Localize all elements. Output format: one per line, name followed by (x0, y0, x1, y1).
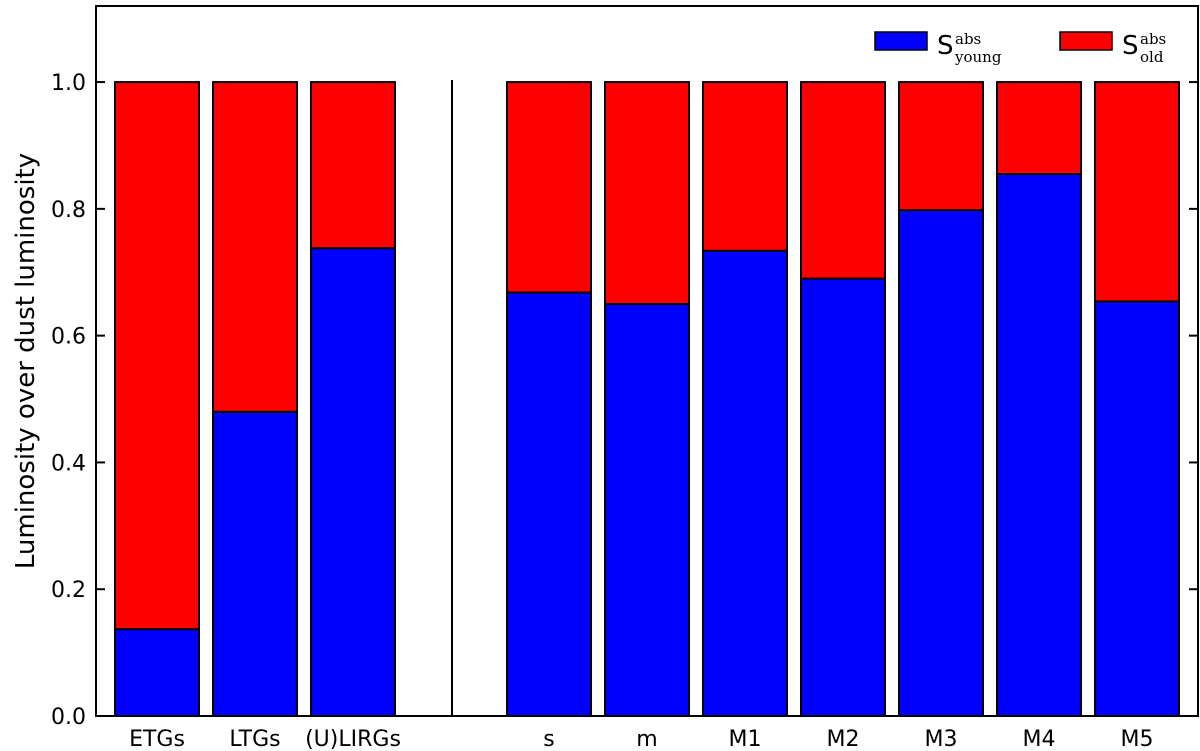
bar-young-etgs (114, 628, 200, 718)
x-tick-label: m (636, 727, 657, 751)
legend-symbol: S (937, 31, 954, 61)
bar-old-m2 (800, 81, 886, 280)
x-axis-tick-labels: ETGs LTGs (U)LIRGs s m M1 M2 M3 M4 M5 (129, 727, 1153, 751)
bars-layer (114, 81, 1180, 718)
y-tick-label: 0.8 (51, 198, 86, 223)
legend: Sabs young Sabs old (874, 30, 1166, 66)
x-tick-label: M3 (925, 727, 958, 751)
bar-young-m4 (996, 172, 1082, 717)
bar-old-m1 (702, 81, 788, 252)
plot-frame (95, 5, 1199, 717)
bar-young-m3 (898, 209, 984, 717)
legend-swatch-old (1059, 31, 1113, 51)
y-tick-label: 0.0 (51, 705, 86, 730)
bar-old-ltgs (212, 81, 298, 413)
bar-old-ulirgs (310, 81, 396, 250)
bar-young-m (604, 302, 690, 717)
x-tick-label: M2 (827, 727, 860, 751)
legend-subscript: old (1140, 48, 1164, 66)
bar-old-m (604, 81, 690, 305)
legend-symbol: S (1122, 31, 1139, 61)
bar-young-m5 (1094, 300, 1180, 717)
x-tick-label: ETGs (129, 727, 185, 751)
legend-label-young: Sabs young (937, 30, 1002, 66)
bar-young-ulirgs (310, 247, 396, 718)
bar-young-m2 (800, 277, 886, 717)
x-tick-label: M1 (729, 727, 762, 751)
bar-young-m1 (702, 249, 788, 717)
bar-old-m5 (1094, 81, 1180, 303)
legend-swatch-young (874, 31, 928, 51)
y-axis-ticks: 0.0 0.2 0.4 0.6 0.8 1.0 (51, 71, 1198, 730)
x-tick-label: LTGs (229, 727, 280, 751)
legend-subscript: young (954, 48, 1002, 66)
bar-old-m3 (898, 81, 984, 212)
bar-old-m4 (996, 81, 1082, 175)
bar-young-s (506, 291, 592, 717)
x-tick-label: M5 (1121, 727, 1154, 751)
x-tick-label: s (543, 727, 554, 751)
bar-old-etgs (114, 81, 200, 631)
y-tick-label: 0.2 (51, 578, 86, 603)
bar-old-s (506, 81, 592, 294)
bar-young-ltgs (212, 410, 298, 717)
legend-superscript: abs (955, 30, 981, 48)
y-tick-label: 1.0 (51, 71, 86, 96)
x-tick-label: M4 (1023, 727, 1056, 751)
legend-label-old: Sabs old (1122, 30, 1166, 66)
y-axis-label: Luminosity over dust luminosity (11, 153, 41, 569)
x-tick-label: (U)LIRGs (305, 727, 401, 751)
y-tick-label: 0.6 (51, 325, 86, 350)
legend-superscript: abs (1140, 30, 1166, 48)
y-tick-label: 0.4 (51, 451, 86, 476)
